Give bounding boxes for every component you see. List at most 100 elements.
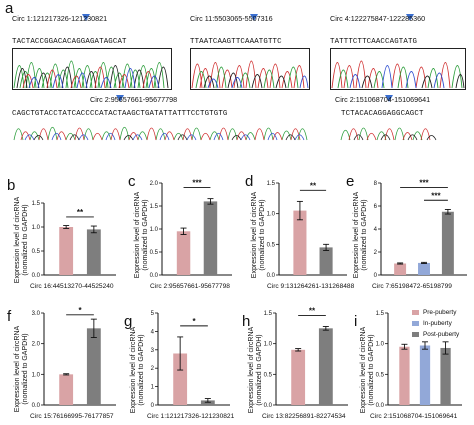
x-axis-label-c: Circ 2:95657661-95677798: [150, 283, 230, 290]
bar: [293, 210, 307, 275]
panel-label-d: d: [245, 173, 254, 190]
y-tick-label: 0.5: [32, 249, 41, 255]
chromatogram: [13, 126, 308, 141]
panel-label-i: i: [354, 313, 358, 330]
y-tick-label: 2: [374, 250, 378, 256]
y-tick-label: 1.0: [376, 342, 385, 348]
x-axis-label-b: Circ 16:44513270-44525240: [30, 283, 114, 290]
y-tick-label: 0.5: [376, 372, 385, 378]
y-axis-label-d: Expression level of circRNA (nomalized to…: [251, 191, 266, 279]
bar: [86, 229, 101, 275]
y-axis-label-i: Expression level of circRNA (nomalized to…: [360, 326, 375, 414]
significance-label: **: [309, 306, 316, 315]
bar: [440, 347, 451, 405]
junction-arrow-icon: [116, 95, 124, 102]
bar: [200, 400, 215, 405]
panel-label-b: b: [7, 177, 16, 194]
bar: [173, 353, 188, 405]
y-tick-label: 0.0: [264, 403, 273, 409]
trace-sequence: TCTACACAGGAGGCAGCT: [341, 110, 424, 118]
bar: [394, 263, 407, 275]
bar: [176, 231, 191, 275]
trace-sequence: TTAATCAAGTTCAAATGTTC: [190, 38, 282, 46]
y-tick-label: 0.0: [376, 403, 385, 409]
chromatogram: [12, 48, 172, 90]
legend-item-in: In-puberty: [412, 318, 459, 329]
trace-title: Circ 1:121217326-121230821: [12, 14, 108, 23]
y-tick-label: 2.0: [32, 342, 41, 348]
panel-label-e: e: [346, 173, 355, 190]
trace-sequence: CAGCTGTACCTATCACCCCATACTAAGCTGATATTATTTC…: [12, 110, 228, 118]
panel-label-a: a: [5, 0, 14, 17]
y-tick-label: 1.5: [264, 311, 273, 317]
bar: [418, 262, 430, 275]
significance-label: ***: [419, 179, 429, 188]
y-axis-label-f: Expression level of circRNA (nomalized to…: [14, 325, 29, 413]
trace-title: Circ 11:5503065-5507316: [190, 14, 273, 23]
x-axis-label-h: Circ 13:82256891-82274534: [262, 413, 346, 420]
y-tick-label: 2.0: [150, 181, 159, 187]
y-tick-label: 2: [151, 366, 155, 372]
bar: [59, 374, 74, 405]
y-tick-label: 1.0: [267, 212, 276, 218]
junction-arrow-icon: [385, 95, 393, 102]
significance-label: **: [310, 181, 317, 190]
bar: [319, 247, 333, 275]
x-axis-label-e: Circ 7:65198472-65198799: [372, 283, 452, 290]
y-tick-label: 0: [374, 273, 378, 279]
x-axis-label-i: Circ 2:151068704-151069641: [370, 413, 458, 420]
chromatogram: [330, 48, 466, 90]
y-tick-label: 1.5: [376, 311, 385, 317]
legend: Pre-puberty In-puberty Post-puberty: [412, 307, 459, 340]
trace-sequence: TATTTCTTCAACCAGTATG: [330, 38, 418, 46]
y-tick-label: 8: [374, 181, 378, 187]
bar: [86, 328, 101, 405]
y-tick-label: 0.0: [150, 273, 159, 279]
panel-label-c: c: [128, 173, 136, 190]
significance-label: **: [77, 208, 84, 217]
significance-label: ***: [192, 179, 202, 188]
x-axis-label-g: Circ 1:121217326-121230821: [147, 413, 235, 420]
panel-label-f: f: [7, 308, 12, 325]
y-axis-label-b: Expression level of circRNA (nomalized to…: [14, 196, 29, 284]
y-tick-label: 1.0: [150, 227, 159, 233]
trace-sequence: TACTACCGGACACAGGAGATAGCAT: [12, 38, 127, 46]
junction-arrow-icon: [250, 14, 258, 21]
chromatogram: [340, 127, 437, 141]
bar: [441, 211, 454, 275]
chromatogram: [190, 48, 310, 90]
y-tick-label: 5: [151, 311, 155, 317]
y-tick-label: 0.5: [267, 242, 276, 248]
bar: [318, 328, 333, 405]
y-tick-label: 0.5: [150, 250, 159, 256]
trace-title: Circ 2:151068704-151069641: [335, 95, 431, 104]
junction-arrow-icon: [406, 14, 414, 21]
y-tick-label: 1: [151, 385, 155, 391]
y-tick-label: 1.0: [32, 225, 41, 231]
y-tick-label: 0: [151, 403, 155, 409]
bar: [203, 201, 218, 275]
y-tick-label: 0.0: [267, 273, 276, 279]
y-tick-label: 1.0: [32, 372, 41, 378]
y-tick-label: 1.0: [264, 342, 273, 348]
y-tick-label: 1.5: [150, 204, 159, 210]
panel-label-g: g: [124, 313, 133, 330]
bar: [291, 349, 306, 405]
bar: [399, 346, 410, 405]
y-axis-label-e: Expression level of circRNA (nomalized to…: [353, 191, 368, 279]
x-axis-label-d: Circ 9:131264261-131268488: [267, 283, 355, 290]
legend-item-post: Post-puberty: [412, 329, 459, 340]
y-tick-label: 0.0: [32, 403, 41, 409]
junction-arrow-icon: [82, 14, 90, 21]
legend-item-pre: Pre-puberty: [412, 307, 459, 318]
y-tick-label: 3.0: [32, 311, 41, 317]
trace-title: Circ 4:122275847-122285360: [330, 14, 426, 23]
y-axis-label-g: Expression level of circRNA (nomalized to…: [130, 326, 145, 414]
x-axis-label-f: Circ 15:76166995-76177857: [30, 413, 114, 420]
bar: [419, 345, 431, 405]
significance-label: *: [78, 306, 82, 315]
y-tick-label: 4: [374, 227, 378, 233]
trace-title: Circ 2:95657661-95677798: [90, 95, 178, 104]
y-axis-label-c: Expression level of circRNA (nomalized to…: [134, 191, 149, 279]
